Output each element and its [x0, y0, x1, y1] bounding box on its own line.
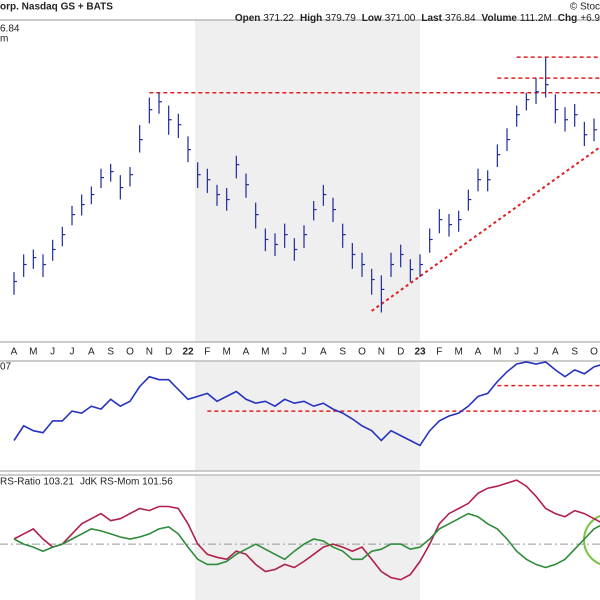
x-tick-label: S: [339, 347, 346, 358]
x-tick-label: M: [29, 347, 37, 358]
panel-label: 07: [0, 362, 12, 373]
x-tick-label: F: [436, 347, 442, 358]
x-tick-label: 23: [414, 347, 426, 358]
x-tick-label: M: [493, 347, 501, 358]
x-tick-label: J: [534, 347, 539, 358]
x-tick-label: O: [126, 347, 134, 358]
quote-label: Last: [421, 13, 442, 24]
x-tick-label: J: [70, 347, 75, 358]
x-tick-label: F: [204, 347, 210, 358]
x-tick-label: 22: [182, 347, 194, 358]
quote-value: 371.22: [263, 13, 294, 24]
x-tick-label: J: [50, 347, 55, 358]
quote-label: Chg: [558, 13, 577, 24]
x-tick-label: M: [261, 347, 269, 358]
x-tick-label: A: [243, 347, 250, 358]
quote: Open 371.22 High 379.79 Low 371.00 Last 376.84 V…: [235, 13, 600, 24]
x-tick-label: D: [165, 347, 172, 358]
x-tick-label: N: [378, 347, 385, 358]
x-tick-label: M: [223, 347, 231, 358]
year-shade: [195, 476, 420, 600]
series-line: [13, 512, 600, 569]
x-tick-label: A: [475, 347, 482, 358]
last-label: 6.84: [0, 24, 20, 35]
legend-entry: JdK RS-Mom 101.56: [80, 477, 173, 488]
x-tick-label: A: [88, 347, 95, 358]
quote-value: 376.84: [445, 13, 476, 24]
x-tick-label: M: [455, 347, 463, 358]
x-tick-label: A: [320, 347, 327, 358]
quote-label: Open: [235, 13, 261, 24]
year-shade: [195, 362, 420, 470]
x-tick-label: O: [590, 347, 598, 358]
chart-title: orp. Nasdaq GS + BATS: [0, 2, 113, 13]
series-line: [13, 479, 600, 581]
x-tick-label: S: [107, 347, 114, 358]
x-tick-label: J: [514, 347, 519, 358]
quote-value: 371.00: [385, 13, 416, 24]
x-tick-label: S: [571, 347, 578, 358]
x-tick-label: J: [302, 347, 307, 358]
x-tick-label: O: [358, 347, 366, 358]
period-label: m: [0, 34, 8, 45]
year-shade: [195, 20, 420, 342]
x-tick-label: N: [146, 347, 153, 358]
quote-label: Volume: [482, 13, 518, 24]
source: © Stoc: [570, 2, 600, 13]
highlight-circle: [583, 514, 600, 566]
quote-label: High: [300, 13, 322, 24]
quote-value: +6.9: [580, 13, 600, 24]
quote-label: Low: [362, 13, 382, 24]
x-tick-label: A: [552, 347, 559, 358]
x-tick-label: D: [397, 347, 404, 358]
quote-value: 111.2M: [520, 13, 552, 24]
x-tick-label: A: [11, 347, 18, 358]
legend-entry: RS-Ratio 103.21: [0, 477, 74, 488]
rs-line: [13, 361, 600, 447]
quote-value: 379.79: [325, 13, 356, 24]
x-tick-label: J: [282, 347, 287, 358]
